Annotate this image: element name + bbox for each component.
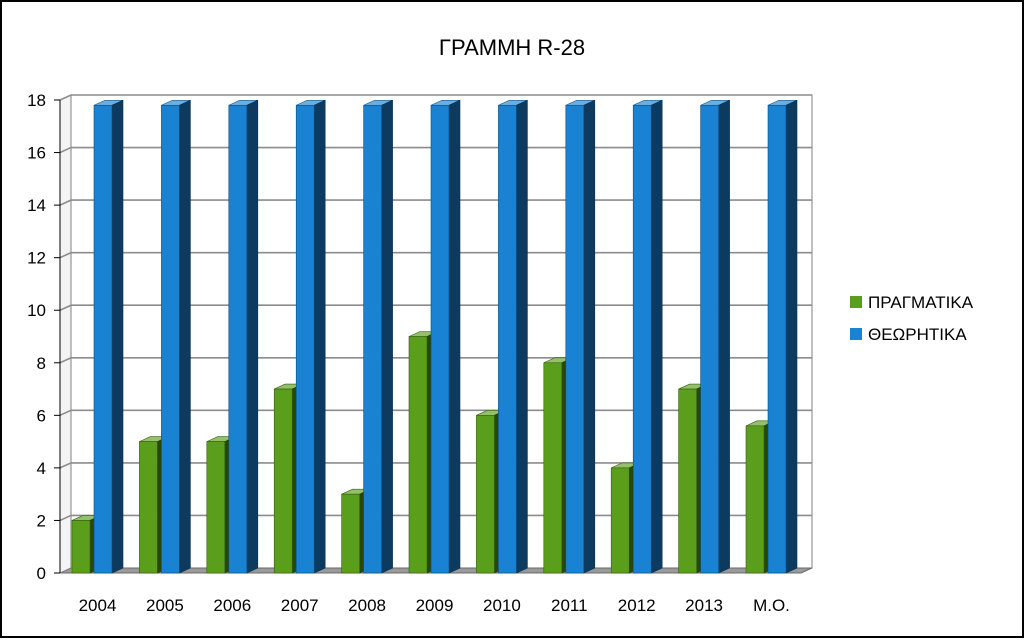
gridline bbox=[59, 146, 812, 154]
axis-layer: 0 2 4 6 8 10 12 14 16 18 2004 2005 2006 2007 2008 2009 2… bbox=[27, 91, 790, 615]
gridline bbox=[59, 251, 812, 259]
y-tick-label: 8 bbox=[37, 354, 46, 373]
plot-side-wall bbox=[59, 94, 72, 574]
legend: ΠΡΑΓΜΑΤΙΚΑ ΘΕΩΡΗΤΙΚΑ bbox=[850, 293, 974, 344]
bar-series-2-2005 bbox=[161, 99, 191, 574]
x-tick-label: 2009 bbox=[416, 596, 454, 615]
legend-label-series-1: ΠΡΑΓΜΑΤΙΚΑ bbox=[868, 293, 974, 312]
bar-series-2-2009 bbox=[430, 99, 461, 574]
bar-series-2-2013 bbox=[700, 99, 730, 574]
x-tick-label: 2012 bbox=[618, 596, 656, 615]
x-tick-label: Μ.Ο. bbox=[753, 596, 790, 615]
gridline bbox=[59, 94, 812, 101]
bar-series-2-2010 bbox=[498, 99, 528, 574]
bar-series-2-2006 bbox=[228, 99, 259, 574]
legend-swatch-series-2 bbox=[850, 328, 862, 340]
gridline bbox=[59, 304, 812, 311]
legend-swatch-series-1 bbox=[850, 296, 862, 308]
gridline bbox=[59, 199, 812, 206]
bar-series-2-2012 bbox=[632, 99, 663, 574]
x-tick-label: 2011 bbox=[551, 596, 588, 615]
y-tick-label: 18 bbox=[27, 91, 46, 110]
bars-layer bbox=[71, 99, 798, 574]
x-tick-label: 2013 bbox=[685, 596, 723, 615]
x-tick-label: 2006 bbox=[213, 596, 251, 615]
bar-series-2-2004 bbox=[93, 99, 124, 574]
y-tick-label: 0 bbox=[37, 564, 46, 583]
x-tick-label: 2008 bbox=[348, 596, 386, 615]
y-tick-label: 14 bbox=[27, 196, 46, 215]
bar-series-2-2008 bbox=[363, 99, 393, 574]
y-tick-label: 6 bbox=[37, 406, 46, 425]
x-tick-label: 2005 bbox=[146, 596, 184, 615]
x-tick-label: 2004 bbox=[79, 596, 117, 615]
chart-title: ΓΡΑΜΜΗ R-28 bbox=[439, 35, 585, 60]
x-tick-label: 2010 bbox=[483, 596, 521, 615]
legend-label-series-2: ΘΕΩΡΗΤΙΚΑ bbox=[868, 325, 967, 344]
bar-series-2-2007 bbox=[295, 99, 326, 574]
bar-series-2-2011 bbox=[565, 99, 596, 574]
x-tick-label: 2007 bbox=[281, 596, 319, 615]
y-tick-label: 16 bbox=[27, 144, 46, 163]
y-tick-label: 12 bbox=[27, 249, 46, 268]
bar-series-2-Μ.Ο. bbox=[767, 99, 798, 574]
y-tick-label: 10 bbox=[27, 301, 46, 320]
y-tick-label: 4 bbox=[37, 459, 46, 478]
y-tick-label: 2 bbox=[37, 511, 46, 530]
